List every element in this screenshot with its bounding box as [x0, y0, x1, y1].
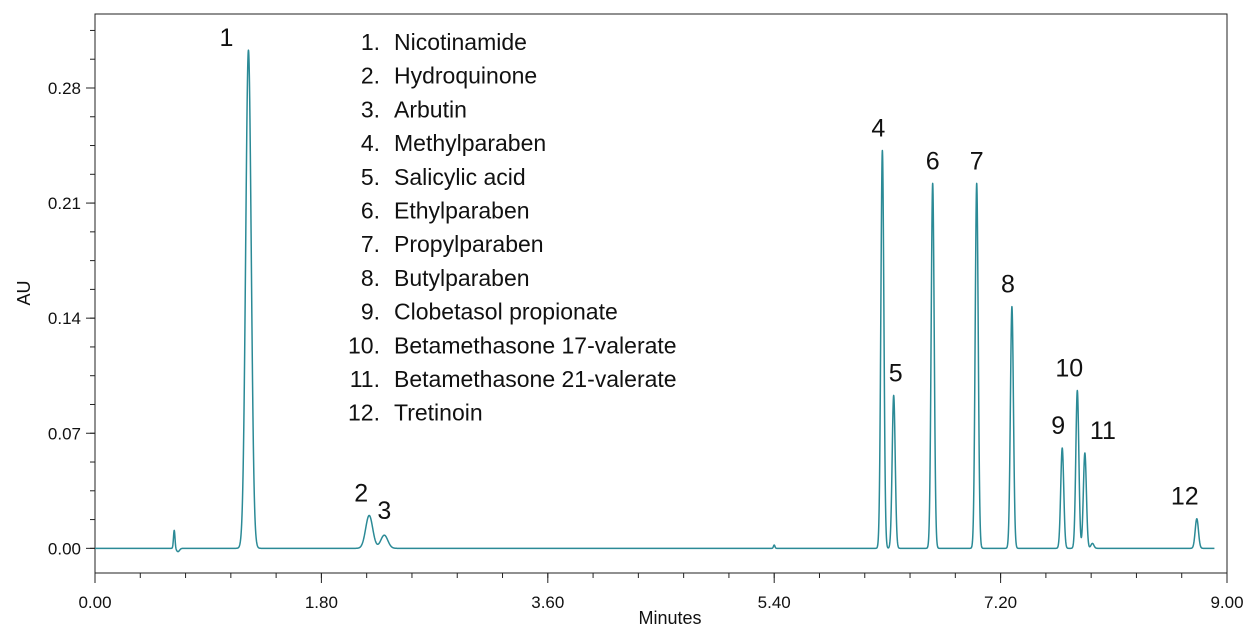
peak-label-9: 9 — [1051, 412, 1065, 440]
legend-number: 3. — [361, 96, 380, 122]
legend-compound-name: Tretinoin — [394, 400, 483, 426]
legend-number: 7. — [361, 231, 380, 257]
y-tick-label: 0.14 — [48, 309, 81, 328]
x-axis-title: Minutes — [638, 608, 701, 628]
legend-number: 9. — [361, 299, 380, 325]
peak-label-6: 6 — [926, 147, 940, 175]
peak-label-2: 2 — [354, 479, 368, 507]
x-tick-label: 5.40 — [758, 593, 791, 612]
legend-compound-name: Butylparaben — [394, 265, 530, 291]
peak-label-4: 4 — [871, 114, 885, 142]
x-tick-label: 7.20 — [984, 593, 1017, 612]
peak-label-7: 7 — [970, 147, 984, 175]
legend-compound-name: Arbutin — [394, 96, 467, 122]
x-tick-label: 1.80 — [305, 593, 338, 612]
legend-compound-name: Nicotinamide — [394, 29, 527, 55]
peak-label-3: 3 — [377, 497, 391, 525]
legend-number: 10. — [348, 332, 380, 358]
peak-label-1: 1 — [219, 24, 233, 52]
legend-compound-name: Clobetasol propionate — [394, 299, 618, 325]
x-tick-label: 9.00 — [1210, 593, 1243, 612]
peak-label-12: 12 — [1171, 483, 1199, 511]
y-tick-label: 0.21 — [48, 194, 81, 213]
legend-number: 11. — [350, 366, 380, 392]
legend-number: 5. — [361, 164, 380, 190]
y-tick-label: 0.28 — [48, 79, 81, 98]
legend-compound-name: Salicylic acid — [394, 164, 526, 190]
y-axis-title: AU — [14, 280, 34, 305]
compound-legend: 1. Nicotinamide 2. Hydroquinone 3. Arbutin 4. M… — [348, 29, 677, 426]
legend-compound-name: Betamethasone 17-valerate — [394, 332, 677, 358]
legend-number: 6. — [361, 198, 380, 224]
legend-number: 8. — [361, 265, 380, 291]
x-axis-ticks: 0.00 1.80 3.60 5.40 7.20 9.00 — [78, 573, 1244, 612]
peak-label-10: 10 — [1055, 355, 1083, 383]
legend-number: 1. — [361, 29, 380, 55]
legend-compound-name: Ethylparaben — [394, 198, 530, 224]
y-tick-label: 0.00 — [48, 539, 81, 558]
legend-compound-name: Betamethasone 21-valerate — [394, 366, 677, 392]
legend-compound-name: Hydroquinone — [394, 63, 537, 89]
legend-number: 12. — [348, 400, 380, 426]
peak-label-8: 8 — [1001, 271, 1015, 299]
x-tick-label: 0.00 — [78, 593, 111, 612]
legend-compound-name: Methylparaben — [394, 130, 546, 156]
chromatogram-trace — [94, 49, 1216, 553]
legend-number: 4. — [361, 130, 380, 156]
x-tick-label: 3.60 — [531, 593, 564, 612]
legend-number: 2. — [361, 63, 380, 89]
peak-label-5: 5 — [889, 359, 903, 387]
y-tick-label: 0.07 — [48, 424, 81, 443]
peak-label-11: 11 — [1090, 417, 1116, 445]
plot-frame — [94, 13, 1228, 574]
y-axis-ticks: 0.00 0.07 0.14 0.21 0.28 — [48, 29, 95, 558]
legend-compound-name: Propylparaben — [394, 231, 544, 257]
